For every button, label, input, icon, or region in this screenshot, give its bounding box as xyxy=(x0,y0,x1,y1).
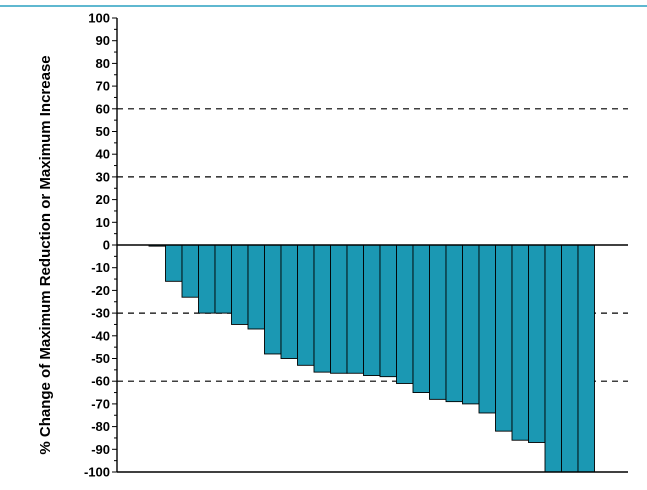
y-tick-label: 90 xyxy=(96,33,110,48)
y-tick-label: 30 xyxy=(96,169,110,184)
y-tick-label: 80 xyxy=(96,56,110,71)
bar xyxy=(330,244,348,374)
bar xyxy=(528,244,546,443)
y-tick-label: -10 xyxy=(91,260,110,275)
bar xyxy=(247,244,265,330)
bar xyxy=(214,244,232,314)
bar xyxy=(396,244,414,384)
y-tick-label: 10 xyxy=(96,215,110,230)
y-tick-label: -40 xyxy=(91,328,110,343)
bar xyxy=(544,244,562,473)
y-tick-label: 40 xyxy=(96,147,110,162)
bar xyxy=(297,244,315,366)
y-tick-label: 0 xyxy=(103,238,110,253)
bar xyxy=(561,244,579,473)
bar xyxy=(198,244,216,314)
bar xyxy=(462,244,480,405)
bar xyxy=(379,244,397,378)
y-axis: 1009080706050403020100-10-20-30-40-50-60… xyxy=(84,11,628,480)
bar xyxy=(577,244,595,473)
y-tick-label: -100 xyxy=(84,465,110,480)
y-tick-label: -30 xyxy=(91,306,110,321)
y-tick-label: 60 xyxy=(96,101,110,116)
y-axis-title: % Change of Maximum Reduction or Maximum… xyxy=(37,55,54,454)
y-tick-label: -80 xyxy=(91,419,110,434)
bar xyxy=(511,244,529,441)
y-tick-label: -50 xyxy=(91,351,110,366)
bar xyxy=(181,244,199,298)
y-tick-label: 70 xyxy=(96,79,110,94)
bar xyxy=(478,244,496,414)
bar xyxy=(495,244,513,432)
bar xyxy=(445,244,463,403)
bar xyxy=(412,244,430,394)
bar xyxy=(313,244,331,373)
bar xyxy=(264,244,282,355)
bar xyxy=(231,244,249,325)
y-tick-label: 50 xyxy=(96,124,110,139)
y-tick-label: 20 xyxy=(96,192,110,207)
y-tick-label: -20 xyxy=(91,283,110,298)
y-tick-label: 100 xyxy=(88,11,110,26)
bar xyxy=(280,244,298,359)
bars xyxy=(117,244,628,473)
y-tick-label: -90 xyxy=(91,442,110,457)
y-tick-label: -70 xyxy=(91,396,110,411)
bar xyxy=(165,244,183,282)
bar xyxy=(346,244,364,374)
bar xyxy=(363,244,381,376)
bar xyxy=(429,244,447,400)
y-tick-label: -60 xyxy=(91,374,110,389)
